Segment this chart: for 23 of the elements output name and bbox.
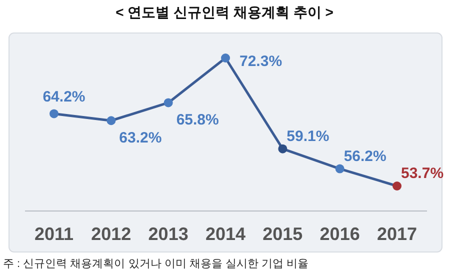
data-label: 56.2%: [344, 148, 386, 165]
point: [278, 144, 288, 154]
text: 주 : 신규인력 채용계획이 있거나 이미 채용을 실시한 기업 비율: [3, 258, 309, 270]
x-tick: 2017: [376, 224, 418, 244]
data-label: 59.1%: [286, 128, 330, 145]
x-tick: 2014: [205, 224, 246, 244]
data-label: 72.3%: [240, 53, 282, 70]
chart-title: < 연도별 신규인력 채용계획 추이 >: [116, 4, 334, 20]
x-tick: 2012: [91, 224, 132, 244]
data-label: 65.8%: [176, 112, 219, 129]
point: [106, 116, 116, 126]
x-tick: 2015: [262, 224, 303, 244]
point: [164, 98, 173, 108]
x-tick: 2013: [148, 224, 188, 244]
data-label: 64.2%: [42, 88, 86, 106]
point: [392, 182, 402, 190]
x-tick: 2011: [34, 224, 74, 244]
point: [50, 109, 58, 118]
point: [335, 164, 344, 174]
x-tick: 2016: [320, 224, 360, 244]
data-label: 63.2%: [119, 130, 162, 147]
data-label: 53.7%: [401, 165, 444, 182]
point: [221, 54, 230, 62]
